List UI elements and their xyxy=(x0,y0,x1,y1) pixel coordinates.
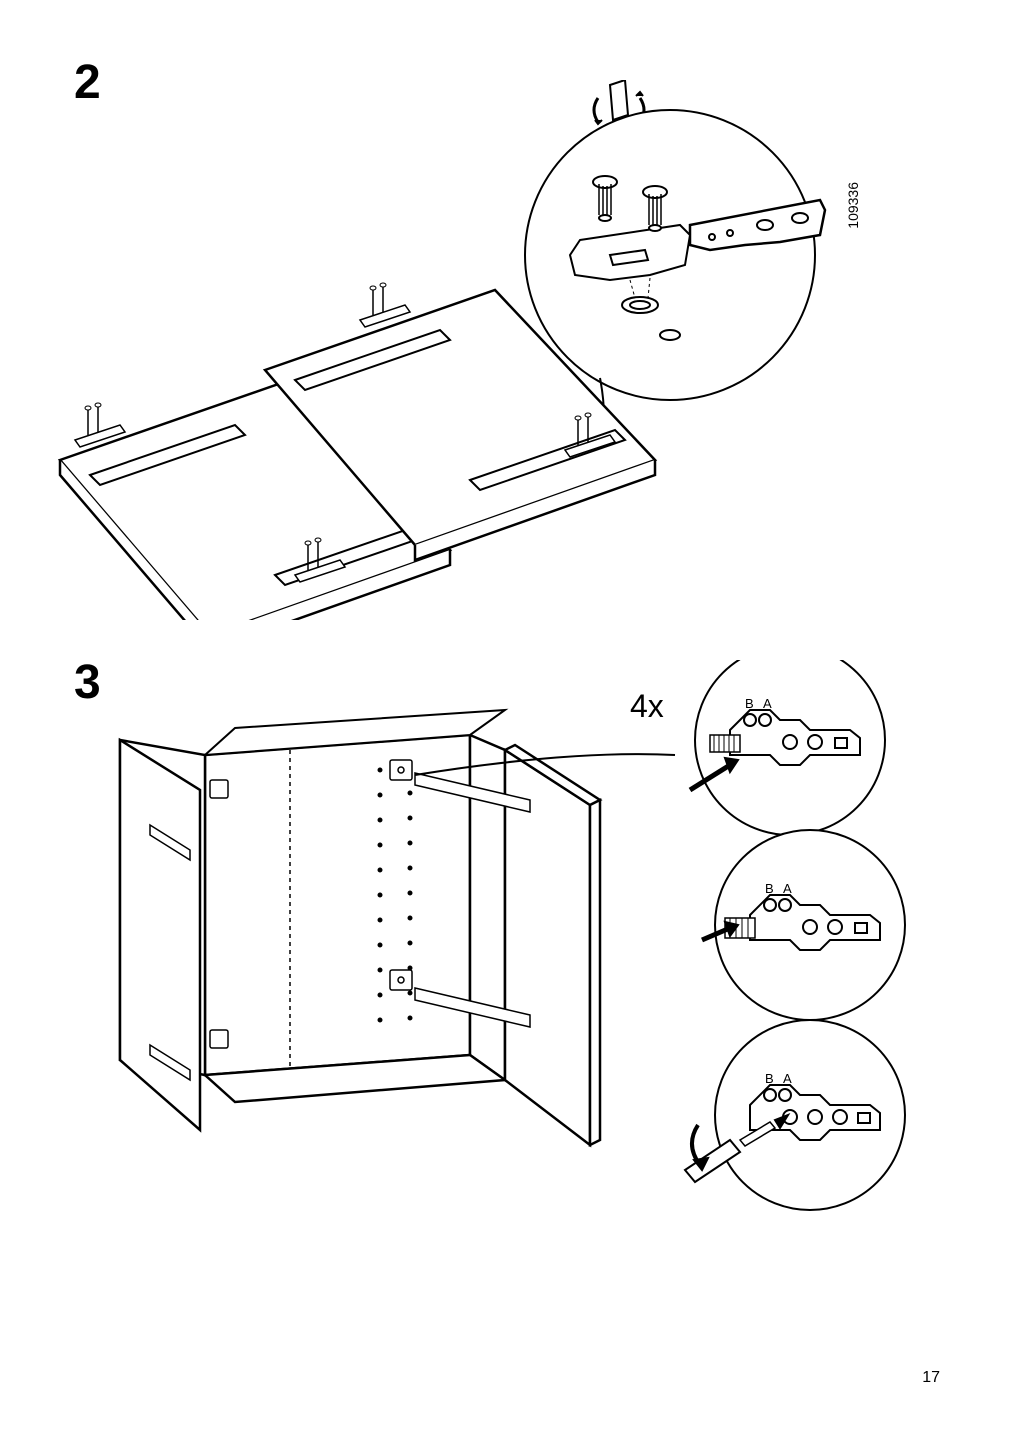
step3-illustration: B A B A xyxy=(90,660,950,1220)
detail-callout xyxy=(525,110,825,400)
step2-illustration xyxy=(50,80,870,620)
svg-text:B: B xyxy=(745,696,754,711)
page-number: 17 xyxy=(922,1369,940,1387)
svg-text:A: A xyxy=(783,1071,792,1086)
door-left xyxy=(120,740,200,1130)
svg-text:A: A xyxy=(783,881,792,896)
detail-callout-1: B A xyxy=(690,660,885,835)
svg-text:B: B xyxy=(765,1071,774,1086)
svg-text:B: B xyxy=(765,881,774,896)
hinge-plate xyxy=(390,970,412,990)
hinge-plate xyxy=(210,780,228,798)
detail-callout-2: B A xyxy=(702,830,905,1020)
svg-text:A: A xyxy=(763,696,772,711)
hinge-plate xyxy=(390,760,412,780)
hinge-small xyxy=(360,283,410,327)
hinge-plate xyxy=(210,1030,228,1048)
detail-callout-3: B A xyxy=(685,1020,905,1210)
assembly-manual-page: 2 4x 100344 109336 xyxy=(0,0,1012,1432)
